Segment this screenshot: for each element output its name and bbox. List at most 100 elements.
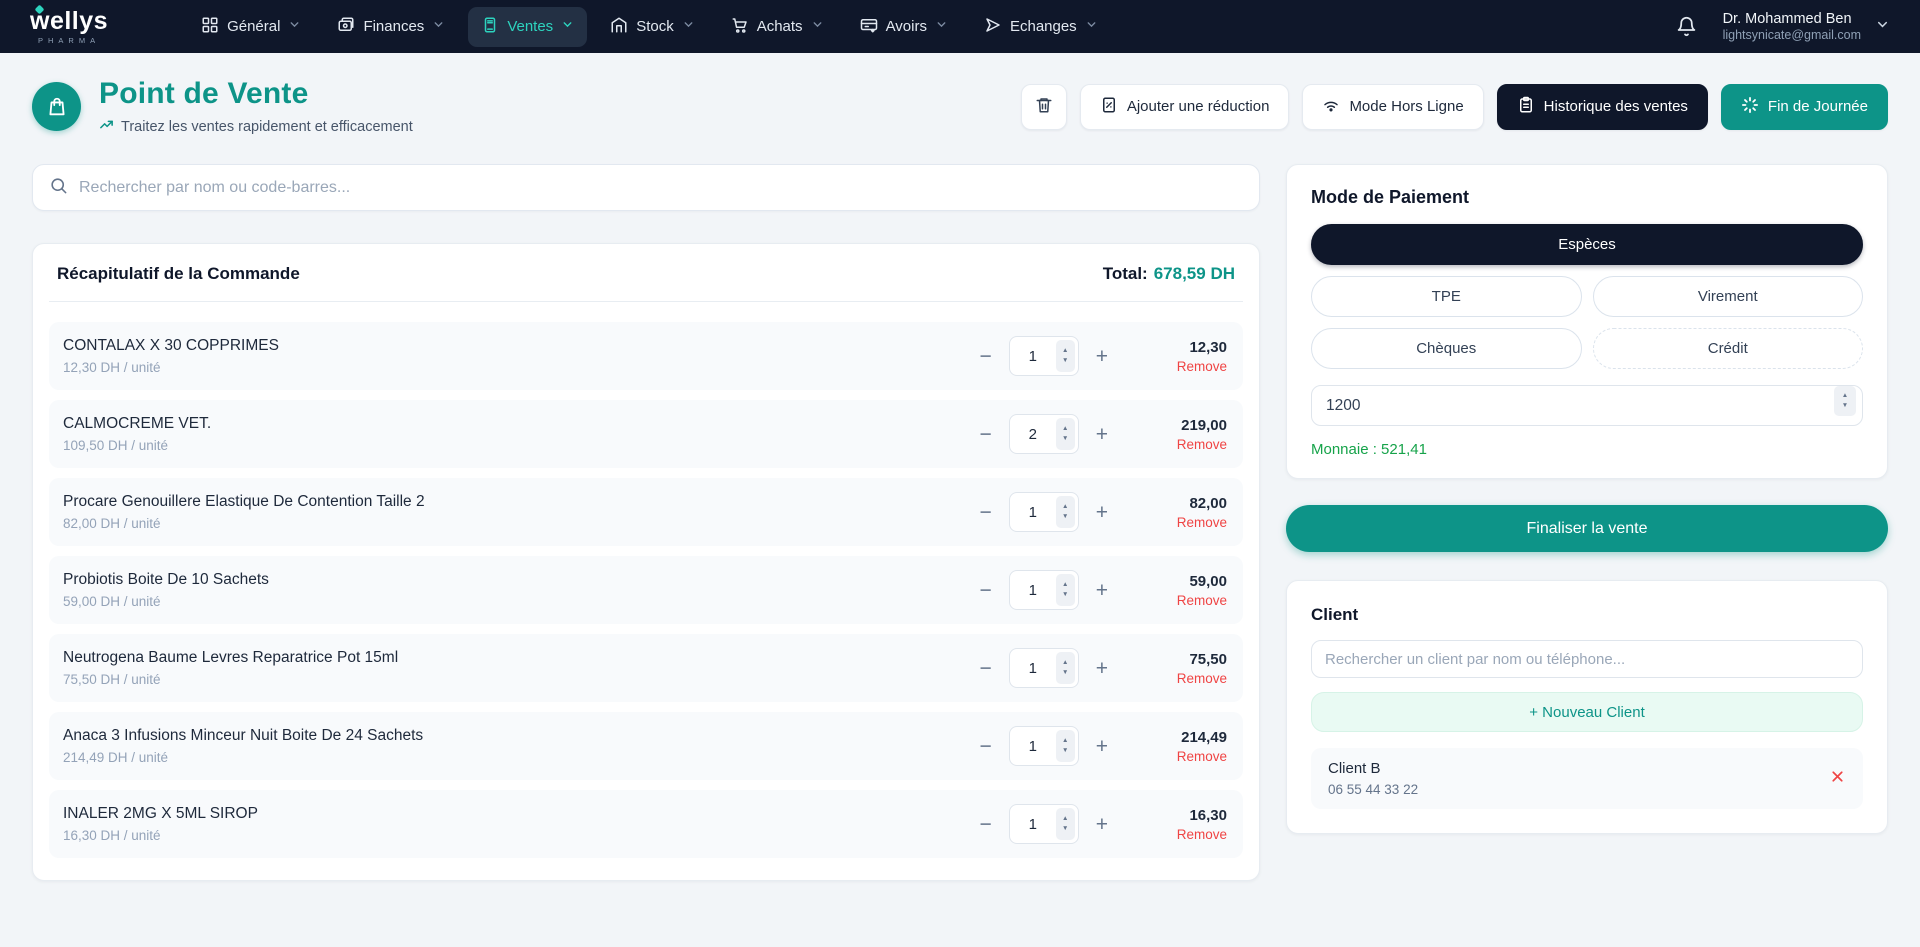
- qty-minus-button[interactable]: −: [979, 578, 992, 602]
- quantity-stepper[interactable]: 1 ▲ ▼: [1008, 570, 1079, 610]
- qty-minus-button[interactable]: −: [979, 734, 992, 758]
- quantity-stepper[interactable]: 1 ▲ ▼: [1008, 648, 1079, 688]
- chevron-down-icon: [288, 18, 301, 35]
- qty-value: 1: [1028, 815, 1037, 833]
- discount-ticket-icon: [1100, 96, 1118, 118]
- line-total: 16,30: [1189, 806, 1227, 824]
- trash-icon: [1035, 96, 1053, 118]
- amount-received-input[interactable]: [1326, 396, 1834, 415]
- qty-value: 2: [1028, 425, 1037, 443]
- product-unit-price: 16,30 DH / unité: [63, 828, 161, 843]
- payment-method-cheques[interactable]: Chèques: [1311, 328, 1582, 369]
- qty-plus-button[interactable]: +: [1095, 812, 1108, 836]
- clear-cart-button[interactable]: [1020, 83, 1067, 130]
- bell-icon[interactable]: [1676, 16, 1697, 37]
- remove-link[interactable]: Remove: [1176, 358, 1227, 374]
- remove-link[interactable]: Remove: [1176, 748, 1227, 764]
- number-spinner[interactable]: ▲ ▼: [1055, 730, 1075, 762]
- client-title: Client: [1311, 605, 1359, 624]
- user-name: Dr. Mohammed Ben: [1722, 10, 1852, 27]
- qty-plus-button[interactable]: +: [1095, 344, 1108, 368]
- number-spinner[interactable]: ▲ ▼: [1055, 652, 1075, 684]
- product-search-input[interactable]: [79, 178, 1243, 197]
- selected-client-row: Client B 06 55 44 33 22: [1311, 748, 1863, 809]
- finalize-sale-button[interactable]: Finaliser la vente: [1286, 505, 1888, 552]
- remove-link[interactable]: Remove: [1176, 826, 1227, 842]
- offline-mode-button[interactable]: Mode Hors Ligne: [1302, 83, 1484, 130]
- quantity-stepper[interactable]: 1 ▲ ▼: [1008, 492, 1079, 532]
- order-items-list: CONTALAX X 30 COPPRIMES 12,30 DH / unité…: [49, 322, 1243, 858]
- chevron-down-icon: [811, 18, 824, 35]
- qty-value: 1: [1028, 347, 1037, 365]
- number-spinner[interactable]: ▲ ▼: [1055, 340, 1075, 372]
- add-discount-label: Ajouter une réduction: [1126, 98, 1270, 115]
- number-spinner[interactable]: ▲ ▼: [1055, 574, 1075, 606]
- order-total-value: 678,59 DH: [1153, 264, 1235, 283]
- quantity-stepper[interactable]: 1 ▲ ▼: [1008, 804, 1079, 844]
- qty-minus-button[interactable]: −: [979, 500, 992, 524]
- nav-item-avoirs[interactable]: Avoirs: [847, 7, 961, 47]
- grid-icon: [201, 16, 219, 38]
- qty-plus-button[interactable]: +: [1095, 578, 1108, 602]
- change-label: Monnaie :: [1311, 441, 1377, 458]
- add-discount-button[interactable]: Ajouter une réduction: [1079, 83, 1290, 130]
- nav-label: Achats: [756, 18, 803, 35]
- order-item-row: Procare Genouillere Elastique De Content…: [49, 478, 1243, 546]
- remove-link[interactable]: Remove: [1176, 436, 1227, 452]
- payment-method-especes[interactable]: Espèces: [1311, 224, 1863, 265]
- nav-item-achats[interactable]: Achats: [718, 7, 837, 47]
- chevron-down-icon: [935, 18, 948, 35]
- payment-method-credit[interactable]: Crédit: [1592, 328, 1863, 369]
- wifi-icon: [1322, 96, 1340, 118]
- quantity-stepper[interactable]: 1 ▲ ▼: [1008, 726, 1079, 766]
- nav-label: Stock: [636, 18, 674, 35]
- remove-link[interactable]: Remove: [1176, 592, 1227, 608]
- qty-minus-button[interactable]: −: [979, 656, 992, 680]
- warehouse-icon: [610, 16, 628, 38]
- qty-plus-button[interactable]: +: [1095, 500, 1108, 524]
- end-of-day-button[interactable]: Fin de Journée: [1720, 83, 1888, 130]
- quantity-stepper[interactable]: 1 ▲ ▼: [1008, 336, 1079, 376]
- loader-rays-icon: [1741, 96, 1759, 118]
- remove-link[interactable]: Remove: [1176, 670, 1227, 686]
- client-search-input[interactable]: [1325, 650, 1849, 668]
- qty-plus-button[interactable]: +: [1095, 422, 1108, 446]
- qty-minus-button[interactable]: −: [979, 422, 992, 446]
- payment-method-tpe[interactable]: TPE: [1311, 276, 1582, 317]
- qty-minus-button[interactable]: −: [979, 812, 992, 836]
- brand-logo[interactable]: wellys PHARMA: [30, 8, 108, 45]
- order-total: Total: 678,59 DH: [1103, 264, 1235, 284]
- order-item-row: INALER 2MG X 5ML SIROP 16,30 DH / unité …: [49, 790, 1243, 858]
- qty-minus-button[interactable]: −: [979, 344, 992, 368]
- payment-method-virement[interactable]: Virement: [1592, 276, 1863, 317]
- credit-card-icon: [860, 16, 878, 38]
- line-total: 214,49: [1181, 728, 1227, 746]
- product-search: [32, 164, 1260, 211]
- nav-item-echanges[interactable]: Echanges: [971, 7, 1111, 47]
- number-spinner[interactable]: ▲ ▼: [1055, 496, 1075, 528]
- trending-up-icon: [99, 117, 114, 136]
- qty-plus-button[interactable]: +: [1095, 656, 1108, 680]
- quantity-stepper[interactable]: 2 ▲ ▼: [1008, 414, 1079, 454]
- nav-item-finances[interactable]: Finances: [324, 7, 458, 47]
- remove-client-button[interactable]: [1829, 768, 1846, 790]
- number-spinner[interactable]: ▲ ▼: [1055, 418, 1075, 450]
- product-unit-price: 12,30 DH / unité: [63, 360, 161, 375]
- qty-plus-button[interactable]: +: [1095, 734, 1108, 758]
- remove-link[interactable]: Remove: [1176, 514, 1227, 530]
- nav-item-general[interactable]: Général: [188, 7, 314, 47]
- product-unit-price: 59,00 DH / unité: [63, 594, 161, 609]
- user-menu[interactable]: Dr. Mohammed Ben lightsynicate@gmail.com: [1723, 10, 1890, 44]
- nav-label: Finances: [363, 18, 425, 35]
- sales-history-label: Historique des ventes: [1543, 98, 1688, 115]
- nav-label: Général: [227, 18, 281, 35]
- number-spinner[interactable]: ▲ ▼: [1834, 386, 1856, 416]
- nav-label: Echanges: [1009, 18, 1077, 35]
- sales-history-button[interactable]: Historique des ventes: [1496, 83, 1708, 130]
- product-name: Procare Genouillere Elastique De Content…: [63, 493, 425, 510]
- new-client-button[interactable]: + Nouveau Client: [1311, 692, 1863, 732]
- number-spinner[interactable]: ▲ ▼: [1055, 808, 1075, 840]
- nav-item-stock[interactable]: Stock: [597, 7, 708, 47]
- nav-item-ventes[interactable]: Ventes: [468, 6, 588, 47]
- close-icon: [1829, 768, 1846, 790]
